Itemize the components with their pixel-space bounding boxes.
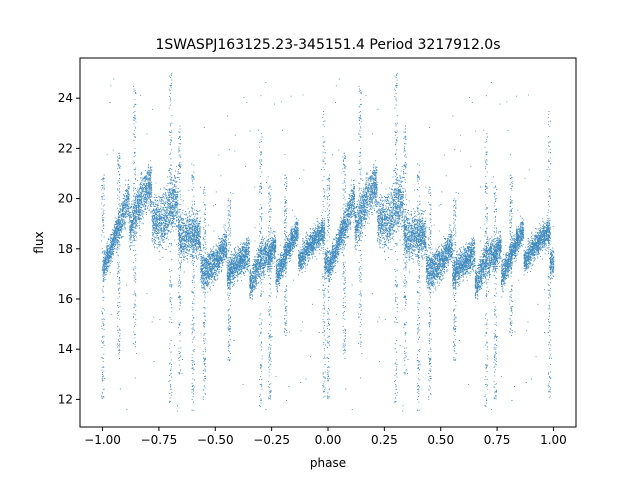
chart-title: 1SWASPJ163125.23-345151.4 Period 3217912… — [155, 37, 500, 53]
x-tick-label: −0.75 — [141, 433, 178, 447]
y-tick-label: 20 — [58, 192, 73, 206]
x-axis-label: phase — [310, 456, 346, 470]
y-axis-label: flux — [32, 231, 46, 253]
x-tick-label: −0.50 — [197, 433, 234, 447]
x-tick-label: −1.00 — [84, 433, 121, 447]
x-axis-ticks: −1.00 −0.75 −0.50 −0.25 0.00 0.25 0.50 0.75 1.00 — [84, 427, 567, 447]
y-tick-label: 12 — [58, 392, 73, 406]
x-tick-label: −0.25 — [253, 433, 290, 447]
y-axis-ticks: 12 14 16 18 20 22 24 — [58, 91, 80, 406]
y-tick-label: 16 — [58, 292, 73, 306]
y-tick-label: 22 — [58, 141, 73, 155]
data-points — [101, 72, 555, 412]
x-tick-label: 0.50 — [427, 433, 454, 447]
x-tick-label: 1.00 — [540, 433, 567, 447]
x-tick-label: 0.75 — [484, 433, 511, 447]
x-tick-label: 0.25 — [371, 433, 398, 447]
x-tick-label: 0.00 — [315, 433, 342, 447]
y-tick-label: 18 — [58, 242, 73, 256]
y-tick-label: 24 — [58, 91, 73, 105]
y-tick-label: 14 — [58, 342, 73, 356]
scatter-points — [101, 72, 555, 412]
